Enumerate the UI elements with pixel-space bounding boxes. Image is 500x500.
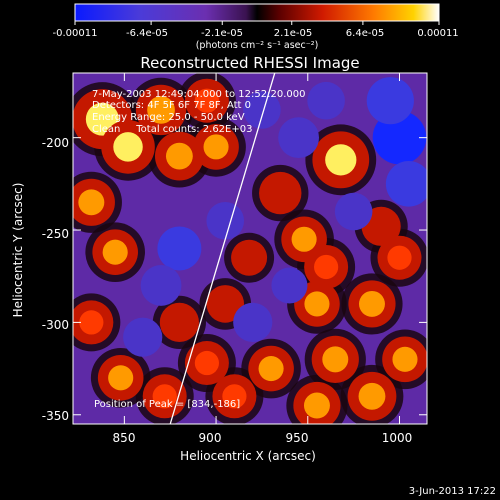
intensity-blob bbox=[366, 77, 414, 125]
y-tick-label: -250 bbox=[42, 227, 69, 241]
colorbar-tick-label: -0.00011 bbox=[53, 28, 98, 39]
intensity-blob-core bbox=[102, 239, 128, 265]
colorbar-tick-label: 6.4e-05 bbox=[346, 28, 384, 39]
intensity-blob-core bbox=[358, 382, 386, 410]
intensity-blob bbox=[123, 317, 163, 357]
intensity-blob-core bbox=[147, 96, 175, 124]
colorbar-gradient bbox=[74, 3, 440, 22]
x-tick-label: 1000 bbox=[382, 431, 413, 445]
intensity-blob-core bbox=[322, 346, 349, 373]
intensity-blob bbox=[278, 117, 320, 159]
intensity-blob-core bbox=[303, 392, 330, 419]
intensity-blob bbox=[307, 81, 345, 120]
intensity-blob-core bbox=[165, 142, 193, 170]
colorbar: -0.00011 -6.4e-05 -2.1e-05 2.1e-05 6.4e-… bbox=[53, 3, 459, 51]
axis-ticks bbox=[73, 73, 427, 424]
intensity-blob bbox=[233, 302, 273, 342]
intensity-blob bbox=[206, 285, 245, 323]
intensity-blob bbox=[372, 110, 427, 165]
x-tick-label: 850 bbox=[113, 431, 136, 445]
colorbar-tick-label: -2.1e-05 bbox=[201, 28, 243, 39]
intensity-blob bbox=[140, 265, 182, 306]
intensity-blob-core bbox=[392, 346, 418, 372]
intensity-blob-core bbox=[194, 88, 219, 113]
x-tick-label: 900 bbox=[199, 431, 222, 445]
intensity-blob bbox=[334, 192, 373, 231]
y-tick-label: -200 bbox=[42, 136, 69, 150]
plot-frame bbox=[72, 72, 428, 425]
chart-title: Reconstructed RHESSI Image bbox=[140, 54, 359, 72]
peak-position-label: Position of Peak = [834,-186] bbox=[94, 399, 240, 410]
x-tick-labels: 850 900 950 1000 bbox=[113, 431, 413, 445]
intensity-blob bbox=[157, 226, 202, 271]
annotation-energy-range: Energy Range: 25.0 - 50.0 keV bbox=[92, 112, 245, 123]
x-axis-label: Heliocentric X (arcsec) bbox=[180, 449, 316, 463]
colorbar-ticks bbox=[74, 21, 440, 25]
intensity-blob-core bbox=[222, 384, 247, 409]
intensity-blob-core bbox=[358, 290, 385, 317]
intensity-blob-core bbox=[387, 245, 412, 270]
intensity-blob bbox=[271, 267, 308, 304]
intensity-blob-core bbox=[113, 132, 143, 162]
intensity-blob-core bbox=[79, 310, 104, 335]
intensity-blob-core bbox=[325, 144, 357, 176]
y-tick-label: -300 bbox=[42, 318, 69, 332]
y-axis-label: Heliocentric Y (arcsec) bbox=[11, 183, 25, 318]
intensity-blob-core bbox=[291, 226, 317, 252]
intensity-blob bbox=[243, 91, 281, 129]
annotation-total-counts: Clean Total counts: 2.62E+03 bbox=[92, 124, 252, 135]
colorbar-unit-label: (photons cm⁻² s⁻¹ asec⁻²) bbox=[196, 40, 319, 51]
colorbar-tick-label: 0.00011 bbox=[417, 28, 458, 39]
intensity-blob bbox=[385, 161, 427, 207]
heatmap-plot bbox=[73, 73, 427, 424]
intensity-blob bbox=[159, 302, 199, 342]
annotation-detectors: Detectors: 4F 5F 6F 7F 8F, Att 0 bbox=[92, 100, 251, 111]
colorbar-tick-label: -6.4e-05 bbox=[126, 28, 168, 39]
x-tick-label: 950 bbox=[286, 431, 309, 445]
colorbar-tick-labels: -0.00011 -6.4e-05 -2.1e-05 2.1e-05 6.4e-… bbox=[53, 28, 459, 39]
intensity-blob-core bbox=[304, 291, 330, 317]
intensity-blob-core bbox=[203, 134, 229, 160]
intensity-blob-core bbox=[314, 254, 339, 280]
intensity-blobs bbox=[73, 73, 427, 424]
footer-timestamp: 3-Jun-2013 17:22 bbox=[409, 486, 496, 497]
annotation-block: 7-May-2003 12:49:04.000 to 12:52:20.000 … bbox=[92, 89, 305, 135]
intensity-blob bbox=[259, 171, 302, 215]
intensity-blob bbox=[206, 201, 245, 240]
annotation-time-range: 7-May-2003 12:49:04.000 to 12:52:20.000 bbox=[92, 89, 305, 100]
intensity-blob-core bbox=[152, 384, 177, 409]
intensity-blob-core bbox=[258, 356, 284, 382]
y-tick-label: -350 bbox=[42, 409, 69, 423]
intensity-blob-core bbox=[78, 189, 105, 216]
intensity-blob bbox=[231, 239, 268, 276]
solar-limb-line bbox=[169, 73, 276, 424]
intensity-blob-core bbox=[108, 365, 134, 391]
intensity-blob-core bbox=[194, 350, 219, 376]
colorbar-tick-label: 2.1e-05 bbox=[274, 28, 312, 39]
y-tick-labels: -200 -250 -300 -350 bbox=[42, 136, 69, 423]
